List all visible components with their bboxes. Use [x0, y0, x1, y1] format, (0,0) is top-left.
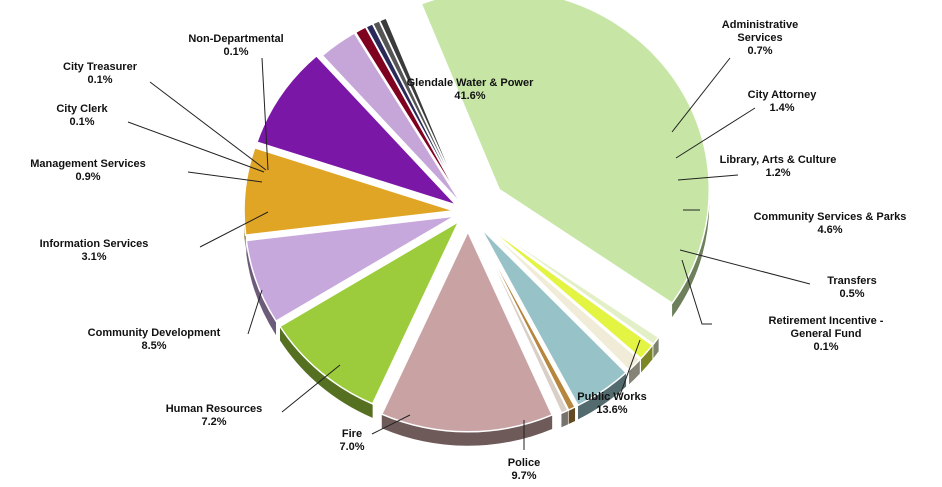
pie-slice-side — [640, 345, 653, 373]
leader-line — [127, 121, 265, 173]
slice-value: 0.5% — [839, 288, 864, 300]
slice-value: 0.7% — [747, 45, 772, 57]
slice-label-city-clerk: City Clerk 0.1% — [56, 103, 108, 128]
pie-slice-side — [629, 359, 640, 385]
leader-line — [679, 249, 811, 285]
pie-slice-side — [561, 410, 568, 428]
pie-slice-side — [381, 414, 553, 446]
slice-value: 9.7% — [511, 470, 536, 482]
pie-slice-side — [279, 326, 373, 418]
pie-slice-side — [578, 372, 627, 420]
pie-slice-retirement-incentive-general-fund — [476, 229, 569, 415]
pie-slice-side — [568, 406, 576, 425]
slice-label-city-treasurer: City Treasurer 0.1% — [63, 61, 138, 86]
pie-slice-administrative-services — [485, 222, 660, 346]
leader-line — [247, 289, 263, 335]
leader-line — [281, 364, 341, 413]
slice-value: 41.6% — [454, 90, 485, 102]
slice-value: 0.1% — [813, 341, 838, 353]
leader-line — [149, 81, 267, 171]
slice-label-non-departmental: Non-Departmental 0.1% — [188, 33, 283, 58]
pie-slice-glendale-water-power — [420, 0, 710, 305]
slice-value: 0.9% — [75, 171, 100, 183]
pie-slice-information-services — [321, 32, 463, 206]
slice-value: 7.2% — [201, 416, 226, 428]
pie-slice-public-works — [380, 230, 554, 433]
pie-slice-community-services-parks — [480, 227, 628, 407]
leader-line — [677, 174, 739, 181]
leader-line — [681, 259, 712, 325]
leader-line — [199, 211, 269, 248]
pie-slice-side — [246, 240, 277, 336]
slice-label-public-works: Public Works 13.6% — [577, 391, 646, 416]
slice-label-fire: Fire 7.0% — [339, 428, 364, 453]
pie-slice-non-departmental — [378, 17, 465, 205]
pie-slice-community-development — [255, 54, 459, 207]
slice-label-library-arts-culture: Library, Arts & Culture 1.2% — [720, 154, 837, 179]
slice-label-human-resources: Human Resources 7.2% — [166, 403, 263, 428]
pie-slice-police — [278, 219, 461, 405]
leader-line — [619, 339, 641, 396]
slice-label-transfers: Transfers 0.5% — [827, 275, 877, 300]
pie-slice-fire — [245, 215, 456, 323]
leader-line — [675, 107, 756, 159]
slice-value: 13.6% — [596, 404, 627, 416]
leader-line — [371, 414, 411, 435]
slice-label-management-services: Management Services 0.9% — [30, 158, 146, 183]
pie-slice-city-attorney — [484, 223, 654, 360]
slice-value: 3.1% — [81, 251, 106, 263]
pie-slice-side — [672, 189, 710, 318]
slice-label-community-services-parks: Community Services & Parks 4.6% — [754, 211, 907, 236]
slice-value: 0.1% — [69, 116, 94, 128]
slice-value: 0.1% — [87, 74, 112, 86]
slice-label-glendale-water-power: Glendale Water & Power 41.6% — [407, 77, 534, 102]
slice-value: 0.1% — [223, 46, 248, 58]
leader-line — [671, 57, 731, 133]
slice-label-community-development: Community Development 8.5% — [88, 327, 221, 352]
pie-slice-human-resources — [243, 146, 455, 236]
slice-label-city-attorney: City Attorney 1.4% — [748, 89, 818, 114]
leader-line — [187, 171, 263, 183]
slice-value: 1.2% — [765, 167, 790, 179]
slice-value: 7.0% — [339, 441, 364, 453]
slice-value: 4.6% — [817, 224, 842, 236]
leader-line — [261, 57, 269, 171]
slice-label-police: Police 9.7% — [508, 457, 540, 482]
slice-label-retirement-incentive-general-fund: Retirement Incentive -General Fund 0.1% — [769, 315, 884, 353]
pie-slice-side — [653, 337, 659, 359]
slice-value: 1.4% — [769, 102, 794, 114]
slice-value: 8.5% — [141, 340, 166, 352]
slice-label-administrative-services: Administrative Services 0.7% — [722, 19, 798, 57]
slice-label-information-services: Information Services 3.1% — [40, 238, 149, 263]
